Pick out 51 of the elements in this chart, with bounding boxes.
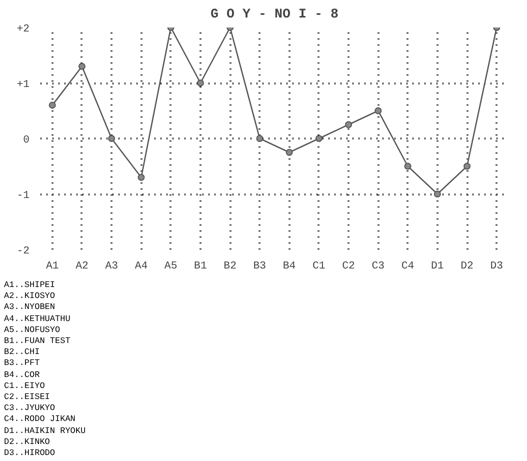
x-tick-label: D3 [490, 260, 504, 272]
text: A1..SHIPEI [4, 280, 56, 290]
text: D1..HAIKIN RYOKU [4, 426, 86, 436]
text: A2..KIOSYO [4, 291, 56, 302]
text: D2..KINKO [4, 436, 50, 447]
point [256, 135, 264, 142]
point [404, 162, 412, 170]
point [374, 107, 382, 114]
y-tick-label: +1 [16, 79, 30, 91]
text: C1..EIYO [4, 380, 45, 391]
point [196, 80, 204, 86]
x-tick-label: C2 [342, 260, 355, 272]
x-tick-label: C4 [401, 260, 414, 272]
text: C4..RODO JIKAN [4, 414, 76, 424]
text: B3..PFT [4, 358, 40, 368]
y-tick-label: 0 [23, 134, 30, 146]
x-tick-label: A5 [164, 260, 178, 272]
x-tick-label: A1 [46, 260, 59, 272]
x-tick-label: B2 [224, 260, 236, 272]
x-tick-label: B4 [282, 260, 296, 272]
text: B2..CHI [4, 347, 40, 358]
point [464, 162, 471, 170]
y-tick-label: +2 [16, 24, 30, 36]
text: A4..KETHUATHU [4, 314, 70, 324]
point [108, 135, 116, 142]
x-tick-label: A2 [76, 260, 88, 272]
text: B4..COR [4, 370, 40, 380]
point [286, 148, 293, 156]
text: D3..HIRODO [4, 448, 56, 458]
point [48, 102, 56, 109]
x-tick-label: C3 [372, 260, 385, 272]
point [138, 174, 145, 181]
x-tick-label: D2 [460, 260, 474, 272]
text: B1..FUAN TEST [4, 336, 70, 346]
y-tick-label: -2 [16, 246, 30, 258]
text: C3..JYUKYO [4, 403, 56, 414]
point [315, 135, 322, 142]
x-tick-label: B1 [194, 260, 207, 272]
chart-title: G O Y - NO I - 8 [210, 8, 338, 22]
y-tick-label: -1 [16, 190, 30, 202]
x-tick-label: D1 [431, 260, 444, 272]
point [434, 190, 441, 198]
text: A3..NYOBEN [4, 302, 56, 312]
point [345, 121, 352, 128]
text: A5..NOFUSYO [4, 324, 60, 335]
x-tick-label: A3 [105, 260, 118, 272]
x-tick-label: A4 [134, 260, 148, 272]
x-tick-label: B3 [253, 260, 266, 272]
point [78, 62, 86, 70]
text: C2..EISEI [4, 392, 50, 402]
x-tick-label: C1 [312, 260, 326, 272]
